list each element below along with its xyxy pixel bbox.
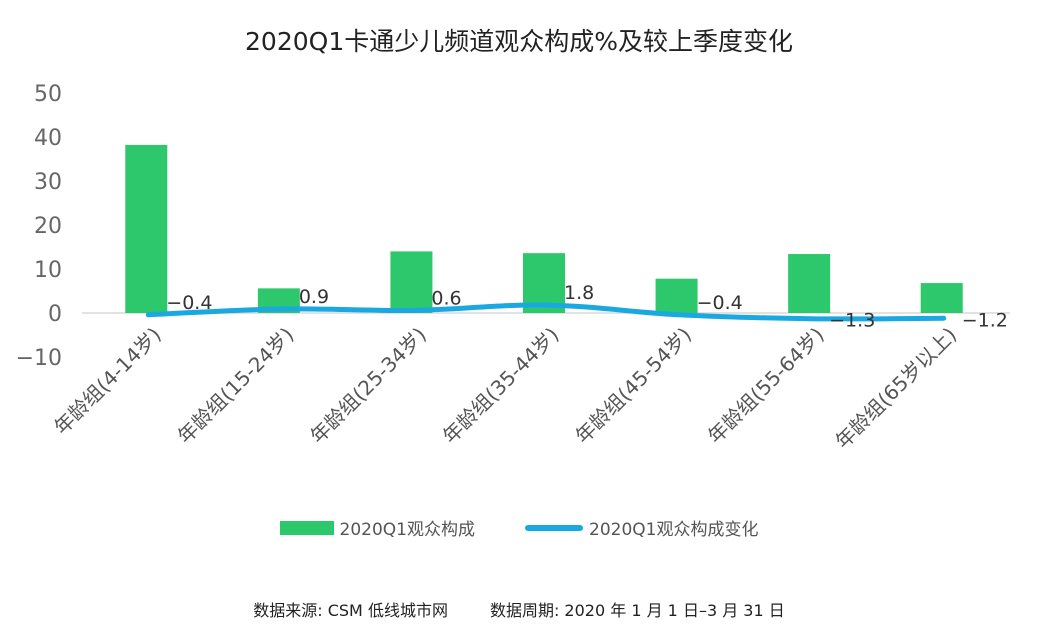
- data-label: 1.8: [564, 282, 594, 304]
- footer-source: 数据来源: CSM 低线城市网 数据周期: 2020 年 1 月 1 日–3 月 …: [0, 597, 1038, 621]
- legend-line-swatch: [525, 524, 583, 531]
- y-tick-label: 30: [34, 170, 62, 195]
- bar: [788, 254, 831, 313]
- legend-item-bar: 2020Q1观众构成: [279, 515, 475, 540]
- legend-line-label: 2020Q1观众构成变化: [589, 520, 759, 540]
- data-label: 0.6: [431, 287, 461, 309]
- x-tick-label: 年龄组(15-24岁): [173, 323, 299, 449]
- data-label: −0.4: [697, 292, 743, 314]
- y-tick-label: 0: [48, 302, 62, 327]
- legend: 2020Q1观众构成 2020Q1观众构成变化: [0, 515, 1038, 540]
- y-tick-label: 20: [34, 214, 62, 239]
- x-tick-label: 年龄组(55-64岁): [703, 323, 829, 449]
- y-tick-label: 40: [34, 126, 62, 151]
- legend-bar-swatch: [279, 520, 334, 535]
- y-tick-label: 50: [34, 82, 62, 107]
- y-tick-label: 10: [34, 258, 62, 283]
- x-tick-label: 年龄组(45-54岁): [570, 323, 696, 449]
- data-source: 数据来源: CSM 低线城市网: [253, 601, 448, 620]
- x-tick-label: 年龄组(65岁以上): [830, 323, 961, 454]
- x-tick-label: 年龄组(35-44岁): [438, 323, 564, 449]
- data-label: −1.3: [829, 310, 875, 332]
- bar: [125, 144, 168, 313]
- bar: [655, 278, 698, 313]
- data-label: 0.9: [299, 286, 329, 308]
- data-period: 数据周期: 2020 年 1 月 1 日–3 月 31 日: [489, 601, 785, 620]
- bar: [390, 251, 433, 313]
- x-tick-label: 年龄组(4-14岁): [49, 323, 166, 440]
- series-line: [145, 302, 947, 322]
- data-label: −1.2: [962, 309, 1008, 331]
- y-tick-label: −10: [16, 346, 62, 371]
- chart-title: 2020Q1卡通少儿频道观众构成%及较上季度变化: [245, 27, 793, 56]
- x-tick-label: 年龄组(25-34岁): [305, 323, 431, 449]
- legend-bar-label: 2020Q1观众构成: [339, 520, 475, 540]
- legend-item-line: 2020Q1观众构成变化: [525, 515, 758, 540]
- bar: [920, 283, 963, 313]
- data-label: −0.4: [166, 292, 212, 314]
